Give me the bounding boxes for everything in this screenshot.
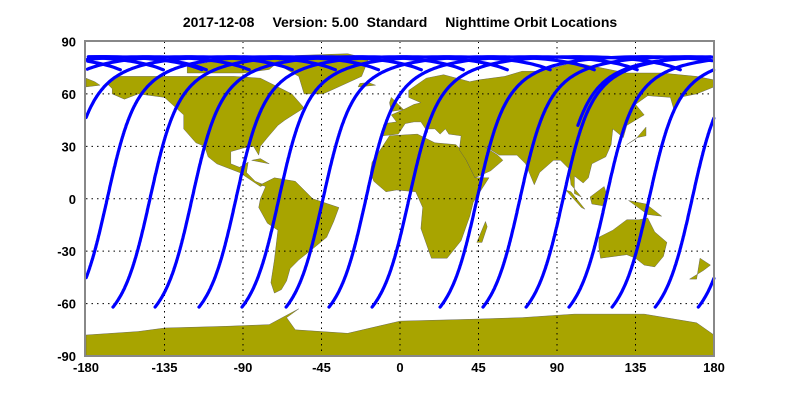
- orbit-track-8: [86, 59, 122, 72]
- y-tick-label: 90: [62, 35, 76, 50]
- orbit-track-13: [84, 55, 337, 120]
- y-tick-label: -60: [57, 297, 76, 312]
- orbit-track-10: [524, 55, 713, 309]
- y-axis-ticks: 90 60 30 0 -30 -60 -90: [57, 35, 76, 365]
- land-africa: [370, 133, 490, 259]
- land-new-zealand: [688, 257, 711, 280]
- orbit-track-12: [610, 68, 716, 309]
- land-chukotka-west: [85, 77, 101, 88]
- land-antarctica: [85, 308, 715, 357]
- y-tick-label: -90: [57, 349, 76, 364]
- y-tick-label: -30: [57, 244, 76, 259]
- orbit-track-11: [567, 58, 713, 309]
- x-tick-label: 180: [703, 360, 725, 375]
- orbit-track-5: [284, 55, 596, 309]
- x-tick-label: -135: [151, 360, 177, 375]
- x-axis-ticks: -180 -135 -90 -45 0 45 90 135 180: [73, 360, 725, 375]
- land-greenland: [273, 53, 369, 95]
- orbit-track-7: [370, 55, 682, 309]
- orbit-track-15: [576, 55, 713, 128]
- orbit-track-8: [438, 55, 714, 309]
- y-tick-label: 30: [62, 139, 76, 154]
- x-tick-label: -90: [234, 360, 253, 375]
- land-new-guinea: [628, 200, 663, 217]
- orbit-track-3: [197, 55, 509, 309]
- x-tick-label: 0: [396, 360, 403, 375]
- title-version: Version: 5.00 Standard: [272, 14, 428, 30]
- orbit-track-4: [240, 55, 552, 309]
- map-frame: [84, 40, 715, 357]
- land-australia: [598, 217, 668, 268]
- x-tick-label: 135: [625, 360, 647, 375]
- land-japan: [626, 126, 647, 145]
- orbit-track-2: [153, 55, 465, 309]
- land-north-america: [106, 76, 305, 187]
- orbit-track-14: [696, 276, 716, 309]
- chart-title: 2017-12-08 Version: 5.00 Standard Nighttim…: [0, 14, 800, 30]
- land-eurasia: [382, 62, 715, 198]
- y-tick-label: 60: [62, 87, 76, 102]
- orbit-track-1: [111, 55, 423, 309]
- x-tick-label: -45: [312, 360, 331, 375]
- y-tick-label: 0: [69, 192, 76, 207]
- orbit-tracks-layer: [84, 55, 716, 309]
- land-madagascar: [476, 220, 488, 243]
- land-cuba: [251, 158, 270, 164]
- orbit-track-14: [84, 55, 381, 280]
- x-tick-label: 45: [471, 360, 485, 375]
- orbit-track-13: [653, 116, 716, 309]
- orbit-track-6: [327, 55, 639, 309]
- title-subject: Nighttime Orbit Locations: [445, 14, 618, 30]
- orbit-track-9: [481, 55, 715, 309]
- x-tick-label: 90: [550, 360, 564, 375]
- x-tick-label: -180: [73, 360, 99, 375]
- land-sumatra: [565, 189, 586, 210]
- orbit-track-15: [86, 55, 204, 72]
- title-date: 2017-12-08: [182, 14, 255, 30]
